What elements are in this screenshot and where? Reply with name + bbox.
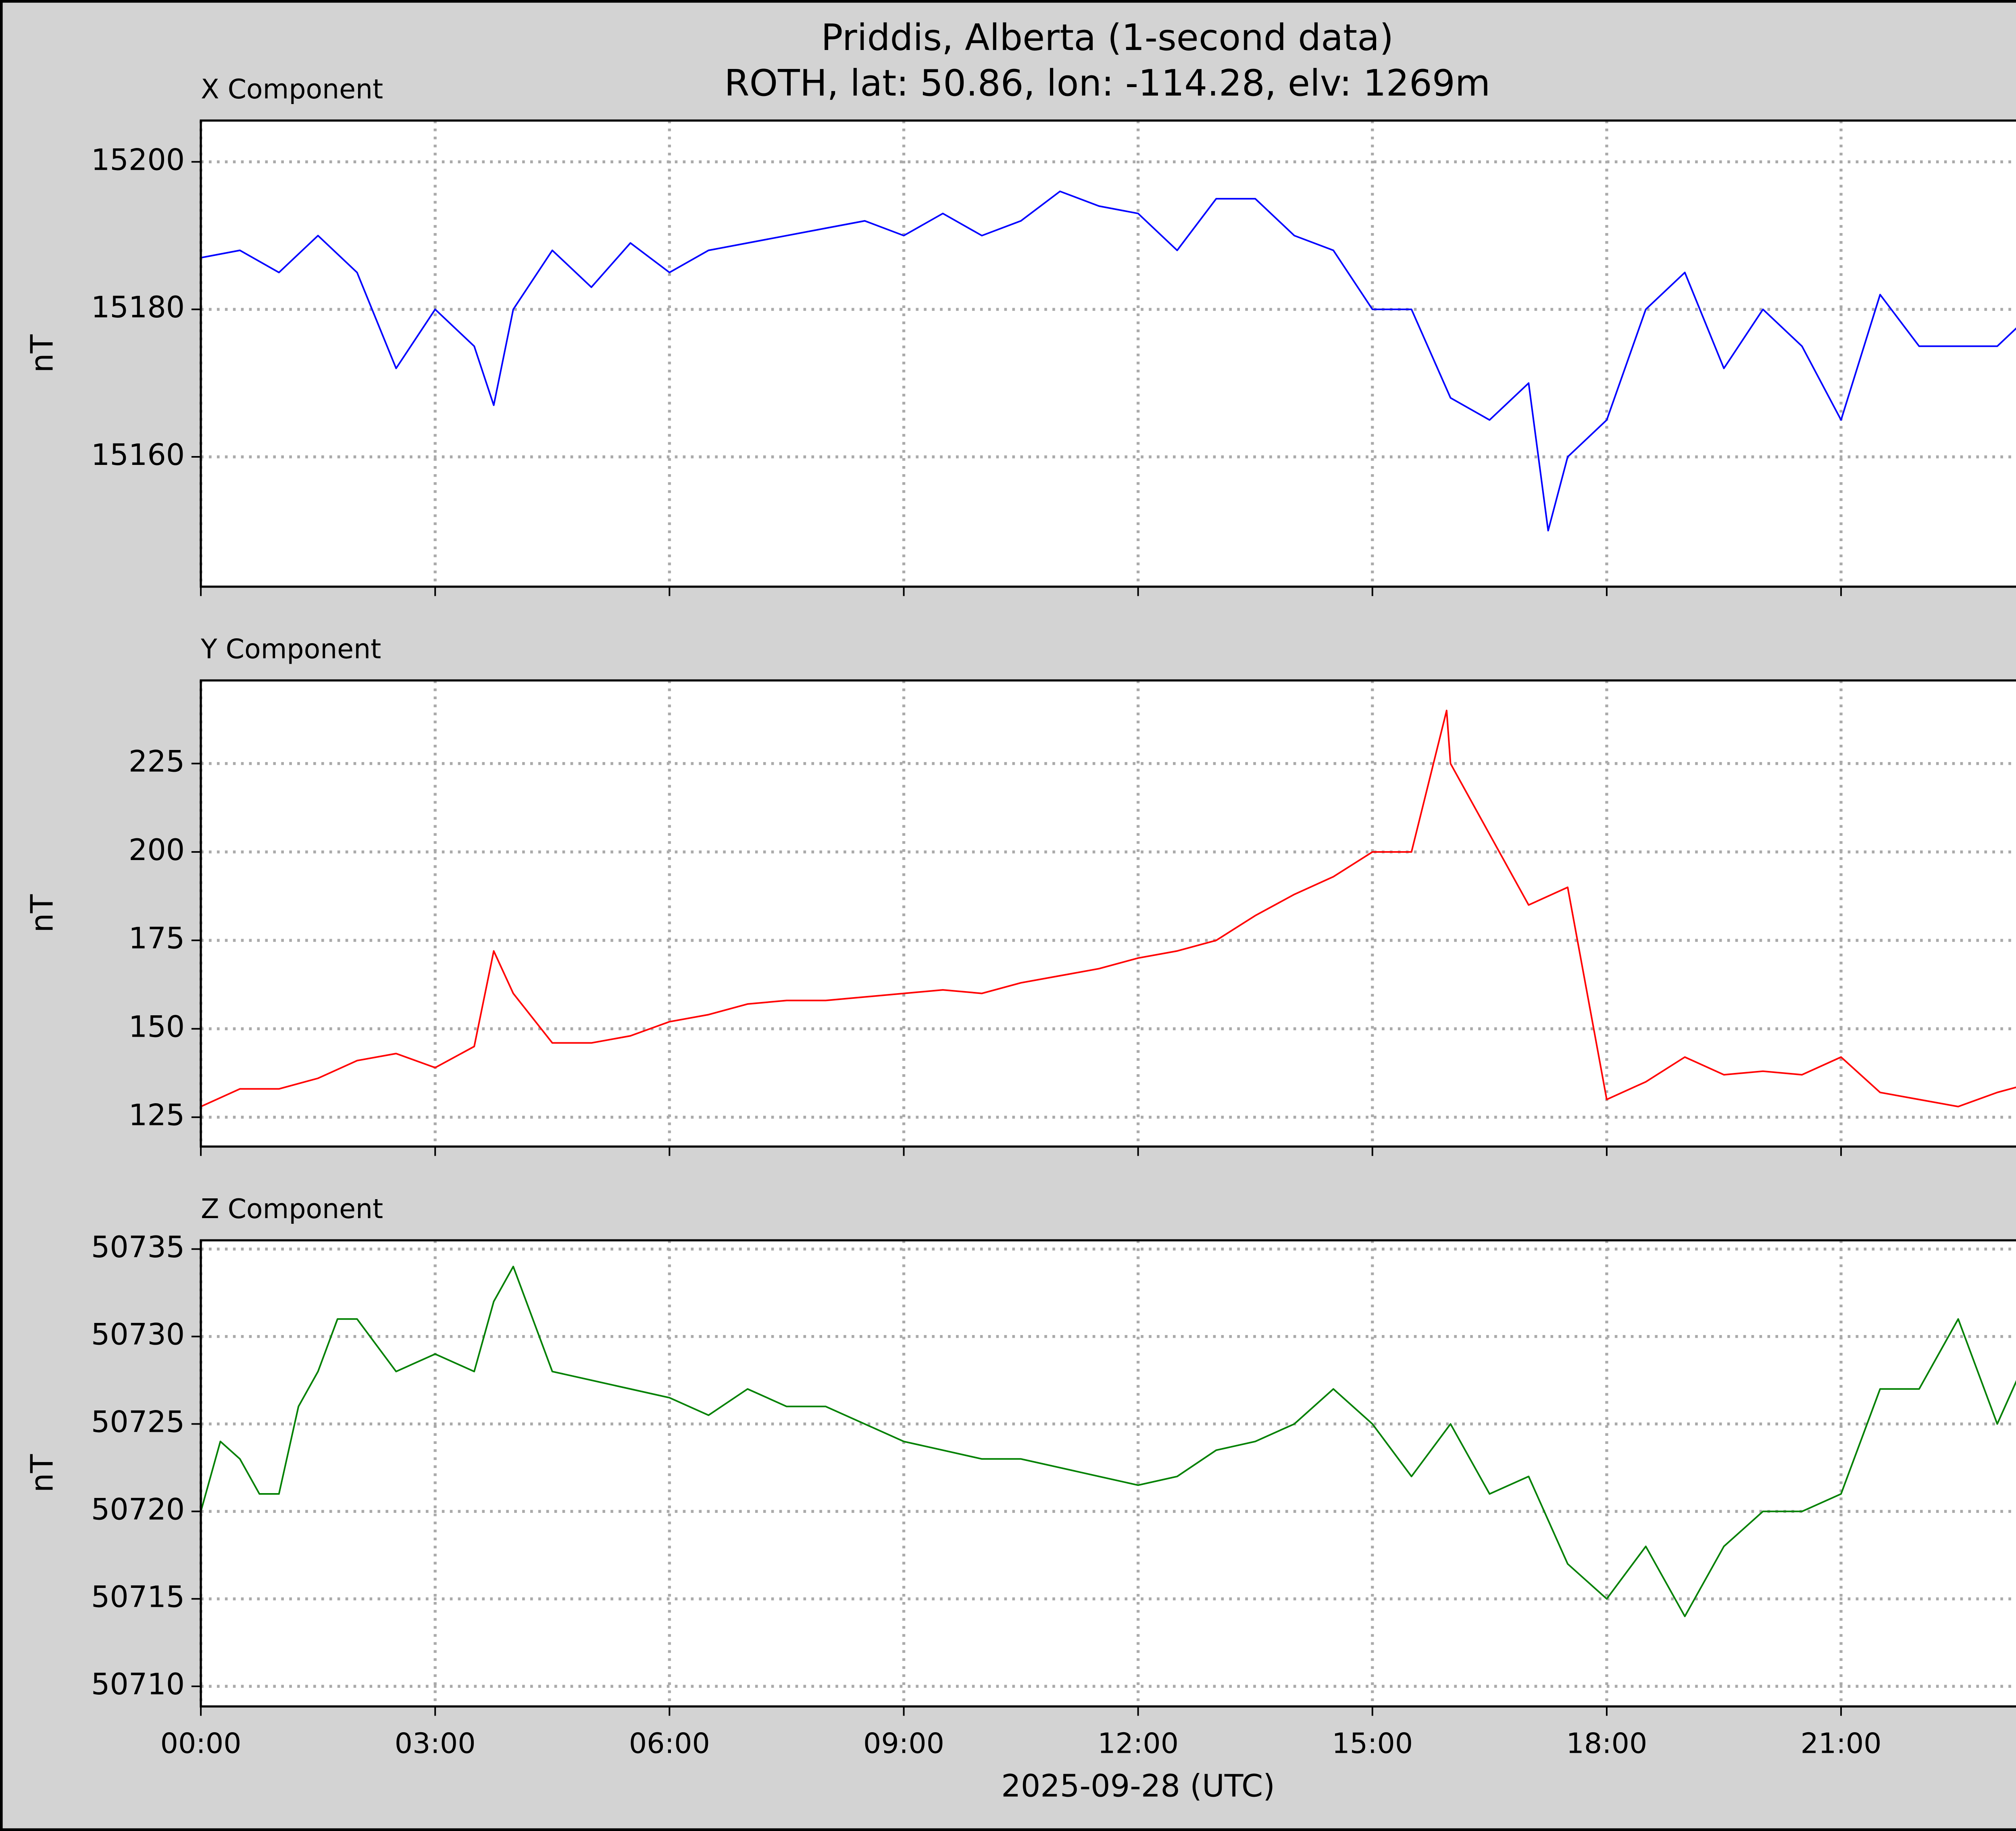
plot-frame [200, 119, 2016, 588]
plot-frame [200, 1239, 2016, 1708]
plot-area [201, 120, 2016, 587]
plot-frame [200, 679, 2016, 1148]
x-tick-label: 12:00 [1098, 1727, 1179, 1760]
x-tick-label: 00:00 [160, 1727, 242, 1760]
y-tick-label: 50710 [91, 1667, 185, 1702]
data-line [200, 710, 2016, 1108]
data-line [200, 190, 2016, 531]
y-tick-label: 200 [129, 833, 185, 867]
y-tick-label: 125 [129, 1098, 185, 1133]
plot-area [201, 1240, 2016, 1707]
x-tick-label: 18:00 [1566, 1727, 1647, 1760]
y-tick-label: 15200 [91, 143, 185, 177]
y-axis-label: nT [25, 894, 60, 933]
figure-title: Priddis, Alberta (1-second data) [821, 17, 1393, 59]
y-tick-label: 50725 [91, 1405, 185, 1439]
figure-subtitle: ROTH, lat: 50.86, lon: -114.28, elv: 126… [724, 62, 1490, 104]
y-tick-label: 50730 [91, 1318, 185, 1352]
y-tick-label: 50720 [91, 1492, 185, 1527]
panel-title: Y Component [200, 633, 381, 664]
x-tick-label: 09:00 [863, 1727, 944, 1760]
y-tick-label: 175 [129, 921, 185, 956]
plot-area [201, 680, 2016, 1147]
x-tick-label: 15:00 [1332, 1727, 1413, 1760]
x-tick-label: 06:00 [629, 1727, 710, 1760]
x-axis-label: 2025-09-28 (UTC) [1001, 1769, 1275, 1804]
y-tick-label: 15180 [91, 290, 185, 325]
y-tick-label: 50715 [91, 1580, 185, 1614]
panel-title: X Component [201, 73, 383, 105]
y-tick-label: 15160 [91, 438, 185, 472]
x-tick-label: 03:00 [395, 1727, 476, 1760]
data-line [200, 1266, 2016, 1617]
y-tick-label: 150 [129, 1010, 185, 1044]
x-tick-label: 21:00 [1801, 1727, 1882, 1760]
y-tick-label: 225 [129, 745, 185, 779]
y-axis-label: nT [25, 1454, 60, 1492]
y-axis-label: nT [25, 334, 60, 373]
y-tick-label: 50735 [91, 1230, 185, 1264]
panel-title: Z Component [201, 1193, 383, 1225]
